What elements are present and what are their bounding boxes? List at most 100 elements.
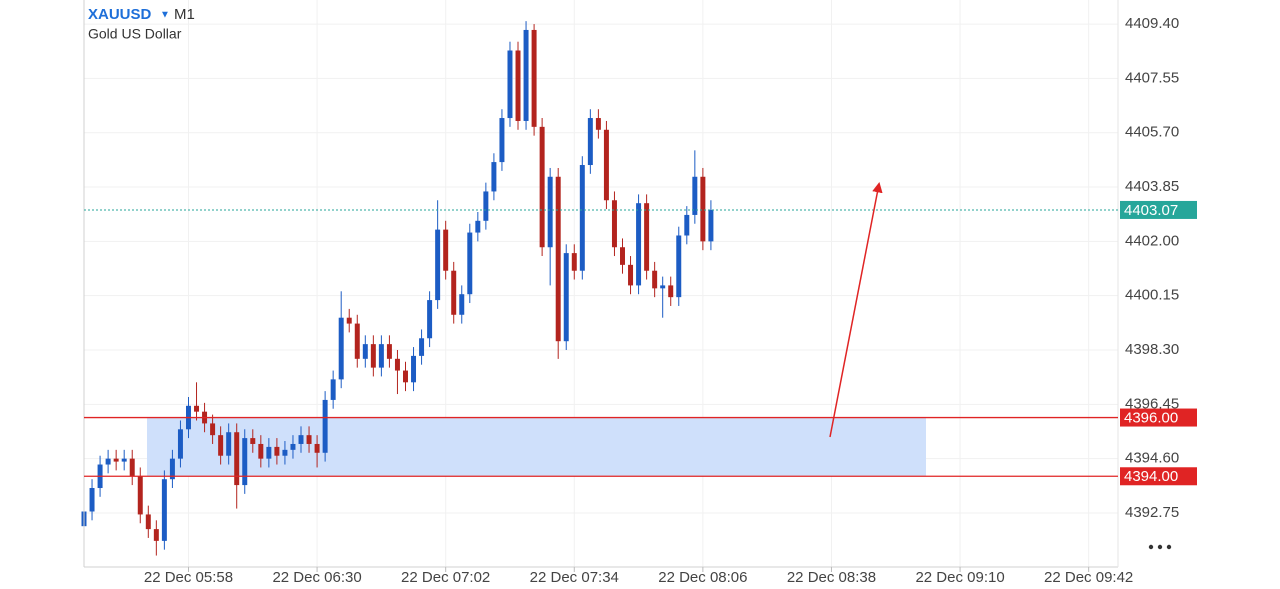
candle-body xyxy=(491,162,497,192)
y-tick-label: 4394.60 xyxy=(1125,450,1179,467)
candle-body xyxy=(547,176,553,248)
candle-body xyxy=(435,229,441,301)
x-tick-label: 22 Dec 06:30 xyxy=(272,569,361,586)
candle-body xyxy=(330,379,336,400)
x-tick-label: 22 Dec 07:02 xyxy=(401,569,490,586)
candle-body xyxy=(571,253,577,271)
candle-body xyxy=(531,29,537,127)
candle-body xyxy=(483,191,489,221)
symbol[interactable]: XAUUSD xyxy=(88,6,152,23)
candle-body xyxy=(145,514,151,530)
candle-body xyxy=(194,405,200,412)
candle-body xyxy=(242,438,248,486)
candle-body xyxy=(226,432,232,456)
candle-body xyxy=(370,344,376,368)
candle-body xyxy=(499,118,505,163)
y-tick-label: 4396.45 xyxy=(1125,395,1179,412)
candle-body xyxy=(475,220,481,233)
x-tick-label: 22 Dec 09:10 xyxy=(915,569,1004,586)
candle-body xyxy=(129,458,135,477)
candle-body xyxy=(177,429,183,459)
x-tick-label: 22 Dec 09:42 xyxy=(1044,569,1133,586)
y-tick-label: 4405.70 xyxy=(1125,124,1179,141)
candle-body xyxy=(274,446,280,456)
candle-body xyxy=(539,126,545,248)
candle-body xyxy=(113,458,119,462)
candle-body xyxy=(234,432,240,486)
axes: 4392.75 4394.60 4396.45 4398.30 4400.15 4402.… xyxy=(84,15,1197,586)
candle-body xyxy=(298,435,304,444)
candle-body xyxy=(210,423,216,436)
y-tick-label: 4398.30 xyxy=(1125,341,1179,358)
y-tick-label: 4407.55 xyxy=(1125,69,1179,86)
x-tick-label: 22 Dec 08:06 xyxy=(658,569,747,586)
x-tick-label: 22 Dec 08:38 xyxy=(787,569,876,586)
candle-body xyxy=(266,446,272,459)
level-tag xyxy=(1120,408,1197,427)
candle-body xyxy=(459,294,465,315)
last-price-label: 4403.07 xyxy=(1124,202,1178,219)
support-zone xyxy=(147,417,926,477)
candle-body xyxy=(676,235,682,298)
candle-body xyxy=(684,214,690,236)
candle-body xyxy=(603,129,609,201)
y-tick-label: 4403.85 xyxy=(1125,178,1179,195)
level-tag xyxy=(1120,467,1197,486)
candle-body xyxy=(403,370,408,383)
candle-body xyxy=(258,443,264,459)
candle-body xyxy=(587,118,593,166)
candle-body xyxy=(636,203,642,286)
candle-body xyxy=(105,458,111,465)
candle-body xyxy=(362,344,368,359)
candle-body xyxy=(394,358,400,371)
candle-body xyxy=(153,529,159,541)
candle-body xyxy=(346,317,352,324)
candle-body xyxy=(427,300,433,339)
candle-body xyxy=(89,488,95,512)
candle-body xyxy=(306,435,312,444)
last-price-tag xyxy=(1120,200,1197,219)
y-tick-label: 4402.00 xyxy=(1125,232,1179,249)
candle-body xyxy=(595,118,601,130)
candle-body xyxy=(563,253,569,342)
candle-body xyxy=(652,270,658,289)
candle-body xyxy=(660,285,666,289)
candle-body xyxy=(282,449,288,456)
candle-body xyxy=(692,176,698,215)
candle-body xyxy=(137,476,143,515)
annotation-arrow xyxy=(829,181,883,438)
symbol-dropdown-icon[interactable]: ▼ xyxy=(160,10,170,21)
candle-body xyxy=(419,338,425,356)
candle-body xyxy=(644,203,650,271)
more-menu[interactable] xyxy=(1148,544,1172,550)
candle-body xyxy=(708,209,714,242)
candle-body xyxy=(378,344,384,368)
candle-body xyxy=(579,165,585,271)
zone-layer xyxy=(147,417,926,477)
candle-body xyxy=(523,29,529,121)
candle-body xyxy=(354,323,360,359)
candle-body xyxy=(443,229,449,271)
level-label: 4396.00 xyxy=(1124,410,1178,427)
candle-body xyxy=(555,176,561,342)
candle-body xyxy=(121,458,127,462)
candle-body xyxy=(218,435,224,456)
menu-dot xyxy=(1157,544,1163,550)
candle-body xyxy=(290,443,296,450)
menu-dot xyxy=(1148,544,1154,550)
candle-body xyxy=(451,270,457,315)
x-tick-label: 22 Dec 05:58 xyxy=(144,569,233,586)
candle-body xyxy=(322,399,328,453)
level-label: 4394.00 xyxy=(1124,468,1178,485)
y-tick-label: 4400.15 xyxy=(1125,287,1179,304)
subtitle: Gold US Dollar xyxy=(88,26,182,42)
timeframe[interactable]: M1 xyxy=(174,6,195,23)
x-tick-label: 22 Dec 07:34 xyxy=(530,569,619,586)
candle-body xyxy=(338,317,344,380)
candle-body xyxy=(386,344,392,359)
candle-body xyxy=(611,200,617,248)
candle-body xyxy=(161,479,167,541)
candle-body xyxy=(467,232,473,295)
